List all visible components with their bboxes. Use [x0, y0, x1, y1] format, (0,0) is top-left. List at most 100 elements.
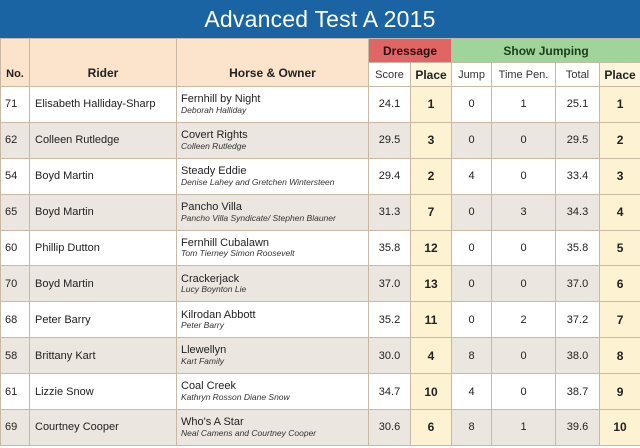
time-penalty: 1 [491, 409, 557, 446]
rider-number: 58 [0, 337, 30, 375]
rider-name: Colleen Rutledge [29, 121, 177, 159]
final-place: 1 [599, 86, 640, 123]
dressage-score: 29.4 [368, 157, 411, 195]
total-score: 37.0 [555, 265, 601, 303]
jump-penalty: 0 [451, 301, 493, 339]
table-row: 61 Lizzie Snow Coal Creek Kathryn Rosson Di… [0, 373, 640, 411]
dressage-place: 12 [409, 229, 453, 267]
horse-name: Crackerjack [181, 272, 240, 285]
table-row: 58 Brittany Kart Llewellyn Kart Family 30.0 4… [0, 337, 640, 375]
owner-name: Kathryn Rosson Diane Snow [181, 392, 290, 402]
horse-name: Fernhill Cubalawn [181, 236, 270, 249]
owner-name: Deborah Halliday [181, 104, 247, 115]
horse-name: Who's A Star [181, 416, 244, 429]
final-place: 3 [599, 157, 640, 195]
owner-name: Kart Family [181, 356, 224, 367]
table-row: 70 Boyd Martin Crackerjack Lucy Boynton Lie… [0, 265, 640, 303]
dressage-score: 35.2 [368, 301, 411, 339]
rider-number: 60 [0, 229, 30, 267]
time-penalty: 0 [491, 157, 557, 195]
jump-penalty: 8 [451, 337, 493, 375]
rider-number: 71 [0, 86, 30, 123]
horse-owner-cell: Pancho Villa Pancho Villa Syndicate/ Step… [176, 193, 369, 231]
column-header-jump: Jump [451, 62, 493, 87]
owner-name: Colleen Rutledge [181, 140, 247, 151]
dressage-place: 4 [409, 337, 453, 375]
dressage-score: 30.0 [368, 337, 411, 375]
jump-penalty: 4 [451, 157, 493, 195]
rider-number: 69 [0, 409, 30, 446]
rider-number: 70 [0, 265, 30, 303]
total-score: 25.1 [555, 86, 601, 123]
horse-name: Coal Creek [181, 380, 237, 393]
total-score: 38.7 [555, 373, 601, 411]
owner-name: Neal Camens and Courtney Cooper [181, 427, 317, 438]
jump-penalty: 4 [451, 373, 493, 411]
table-row: 65 Boyd Martin Pancho Villa Pancho Villa Sy… [0, 193, 640, 231]
jump-penalty: 0 [451, 265, 493, 303]
group-header-show-jumping: Show Jumping [451, 38, 640, 63]
table-row: 69 Courtney Cooper Who's A Star Neal Camens… [0, 409, 640, 446]
jump-penalty: 8 [451, 409, 493, 446]
total-score: 34.3 [555, 193, 601, 231]
table-row: 54 Boyd Martin Steady Eddie Denise Lahey an… [0, 157, 640, 195]
horse-owner-cell: Fernhill by Night Deborah Halliday [176, 86, 369, 123]
total-score: 35.8 [555, 229, 601, 267]
group-header-dressage: Dressage [367, 38, 453, 63]
horse-owner-cell: Coal Creek Kathryn Rosson Diane Snow [176, 373, 369, 411]
rider-number: 68 [0, 301, 30, 339]
time-penalty: 2 [491, 301, 557, 339]
jump-penalty: 0 [451, 86, 493, 123]
dressage-place: 3 [409, 121, 453, 159]
owner-name: Tom Tierney Simon Roosevelt [181, 248, 295, 259]
horse-owner-cell: Who's A Star Neal Camens and Courtney Coo… [176, 409, 369, 446]
dressage-place: 11 [409, 301, 453, 339]
horse-owner-cell: Covert Rights Colleen Rutledge [176, 121, 369, 159]
rider-number: 61 [0, 373, 30, 411]
rider-number: 65 [0, 193, 30, 231]
jump-penalty: 0 [451, 193, 493, 231]
rider-name: Lizzie Snow [29, 373, 177, 411]
time-penalty: 3 [491, 193, 557, 231]
final-place: 7 [599, 301, 640, 339]
rider-name: Boyd Martin [29, 265, 177, 303]
dressage-place: 13 [409, 265, 453, 303]
final-place: 4 [599, 193, 640, 231]
total-score: 37.2 [555, 301, 601, 339]
horse-owner-cell: Steady Eddie Denise Lahey and Gretchen Wi… [176, 157, 369, 195]
rider-number: 54 [0, 157, 30, 195]
horse-name: Llewellyn [181, 344, 227, 357]
rider-name: Elisabeth Halliday-Sharp [29, 86, 177, 123]
horse-name: Covert Rights [181, 129, 248, 142]
rider-name: Courtney Cooper [29, 409, 177, 446]
dressage-score: 31.3 [368, 193, 411, 231]
time-penalty: 0 [491, 373, 557, 411]
total-score: 33.4 [555, 157, 601, 195]
horse-owner-cell: Kilrodan Abbott Peter Barry [176, 301, 369, 339]
horse-owner-cell: Llewellyn Kart Family [176, 337, 369, 375]
horse-name: Fernhill by Night [181, 93, 261, 106]
final-place: 5 [599, 229, 640, 267]
final-place: 6 [599, 265, 640, 303]
time-penalty: 0 [491, 265, 557, 303]
dressage-score: 37.0 [368, 265, 411, 303]
owner-name: Pancho Villa Syndicate/ Stephen Blauner [181, 212, 336, 223]
total-score: 38.0 [555, 337, 601, 375]
horse-owner-cell: Crackerjack Lucy Boynton Lie [176, 265, 369, 303]
group-header-row: No. Rider Horse & Owner Dressage Show Ju… [0, 38, 640, 87]
jump-penalty: 0 [451, 229, 493, 267]
dressage-score: 29.5 [368, 121, 411, 159]
dressage-place: 2 [409, 157, 453, 195]
time-penalty: 0 [491, 337, 557, 375]
column-header-place: Place [599, 62, 640, 87]
column-header-total: Total [555, 62, 601, 87]
total-score: 39.6 [555, 409, 601, 446]
table-row: 71 Elisabeth Halliday-Sharp Fernhill by Ni… [0, 86, 640, 123]
rider-name: Peter Barry [29, 301, 177, 339]
dressage-place: 6 [409, 409, 453, 446]
dressage-score: 24.1 [368, 86, 411, 123]
table-row: 68 Peter Barry Kilrodan Abbott Peter Barry 3… [0, 301, 640, 339]
column-header-horse-owner: Horse & Owner [176, 38, 369, 87]
total-score: 29.5 [555, 121, 601, 159]
rider-number: 62 [0, 121, 30, 159]
